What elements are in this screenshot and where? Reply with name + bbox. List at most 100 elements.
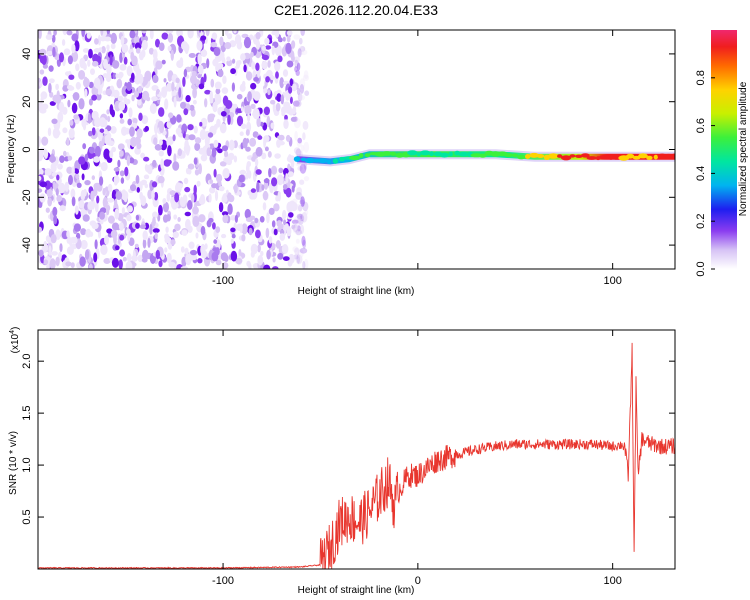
noise-speckle — [38, 188, 43, 193]
noise-speckle — [235, 60, 241, 69]
noise-speckle — [172, 134, 176, 142]
signal-blob — [586, 156, 597, 160]
noise-speckle — [90, 190, 95, 202]
noise-speckle — [185, 219, 191, 230]
noise-speckle — [91, 60, 99, 67]
noise-speckle — [82, 122, 87, 131]
noise-speckle — [143, 174, 150, 180]
noise-speckle — [83, 77, 90, 88]
noise-speckle — [297, 216, 302, 224]
noise-speckle — [212, 58, 219, 67]
noise-speckle — [49, 101, 56, 106]
noise-speckle — [191, 193, 195, 204]
noise-speckle — [290, 159, 295, 169]
noise-speckle — [285, 173, 289, 184]
noise-speckle — [65, 261, 72, 267]
noise-speckle — [172, 231, 179, 239]
noise-speckle — [119, 64, 127, 71]
signal-blob — [548, 153, 559, 159]
noise-speckle — [244, 105, 252, 115]
spectrogram-axes: -100 100 -40 -20 0 20 40 — [21, 30, 675, 287]
noise-speckle — [161, 32, 169, 40]
noise-speckle — [111, 189, 117, 201]
signal-blob — [478, 153, 487, 158]
noise-speckle — [94, 239, 98, 250]
noise-speckle — [180, 101, 186, 109]
noise-speckle — [302, 120, 309, 130]
noise-speckle — [275, 102, 281, 112]
noise-speckle — [274, 61, 280, 71]
noise-speckle — [288, 212, 294, 218]
noise-speckle — [240, 123, 247, 130]
noise-speckle — [266, 212, 270, 224]
noise-speckle — [296, 62, 301, 71]
noise-speckle — [296, 187, 303, 196]
noise-speckle — [134, 243, 139, 249]
noise-speckle — [271, 177, 278, 187]
noise-speckle — [136, 142, 142, 150]
noise-speckle — [127, 205, 133, 213]
noise-speckle — [113, 175, 120, 184]
noise-speckle — [264, 146, 269, 152]
signal-blob — [638, 153, 648, 159]
snr-line — [38, 342, 675, 569]
noise-speckle — [175, 77, 180, 84]
noise-speckle — [220, 111, 227, 117]
noise-speckle — [261, 60, 268, 70]
noise-speckle — [212, 222, 216, 230]
noise-speckle — [299, 78, 306, 90]
noise-speckle — [111, 146, 116, 153]
noise-speckle — [119, 249, 125, 257]
noise-speckle — [167, 45, 172, 52]
noise-speckle — [255, 32, 261, 40]
noise-speckle — [275, 240, 281, 249]
x-tick-label: 100 — [603, 575, 621, 587]
noise-speckle — [227, 192, 232, 202]
noise-speckle — [193, 184, 197, 195]
noise-speckle — [208, 217, 214, 223]
noise-speckle — [221, 195, 228, 203]
noise-speckle — [228, 139, 235, 151]
noise-speckle — [123, 96, 128, 103]
noise-speckle — [187, 30, 194, 39]
signal-blob — [608, 155, 614, 160]
noise-speckle — [141, 257, 148, 263]
noise-speckle — [170, 239, 176, 246]
noise-speckle — [71, 43, 76, 54]
noise-speckle — [157, 175, 165, 184]
noise-speckle — [303, 70, 309, 79]
noise-speckle — [71, 102, 78, 114]
signal-blob — [653, 154, 658, 160]
noise-speckle — [292, 224, 299, 233]
noise-speckle — [206, 147, 212, 157]
signal-blob — [646, 155, 653, 160]
noise-speckle — [297, 93, 303, 102]
signal-blob — [598, 155, 611, 160]
noise-speckle — [135, 47, 141, 54]
noise-speckle — [149, 103, 157, 114]
noise-speckle — [104, 134, 112, 145]
noise-speckle — [263, 106, 270, 116]
noise-speckle — [187, 163, 195, 170]
noise-speckle — [261, 54, 269, 61]
noise-speckle — [67, 155, 73, 161]
noise-speckle — [168, 261, 176, 268]
noise-speckle — [71, 51, 79, 62]
noise-speckle — [224, 30, 229, 36]
noise-speckle — [169, 190, 177, 196]
noise-speckle — [188, 53, 196, 58]
noise-speckle — [41, 54, 47, 66]
snr-axes: -100 0 100 0.5 1.0 1.5 2.0 — [21, 330, 675, 587]
noise-speckle — [245, 129, 250, 136]
noise-speckle — [221, 211, 229, 217]
noise-speckle — [261, 45, 266, 51]
noise-speckle — [166, 214, 171, 222]
noise-speckle — [130, 136, 138, 148]
noise-speckle — [75, 173, 80, 179]
noise-speckle — [255, 146, 263, 157]
noise-speckle — [290, 50, 295, 61]
noise-speckle — [194, 137, 202, 144]
noise-speckle — [157, 213, 161, 222]
noise-speckle — [291, 185, 295, 193]
noise-speckle — [127, 118, 132, 126]
